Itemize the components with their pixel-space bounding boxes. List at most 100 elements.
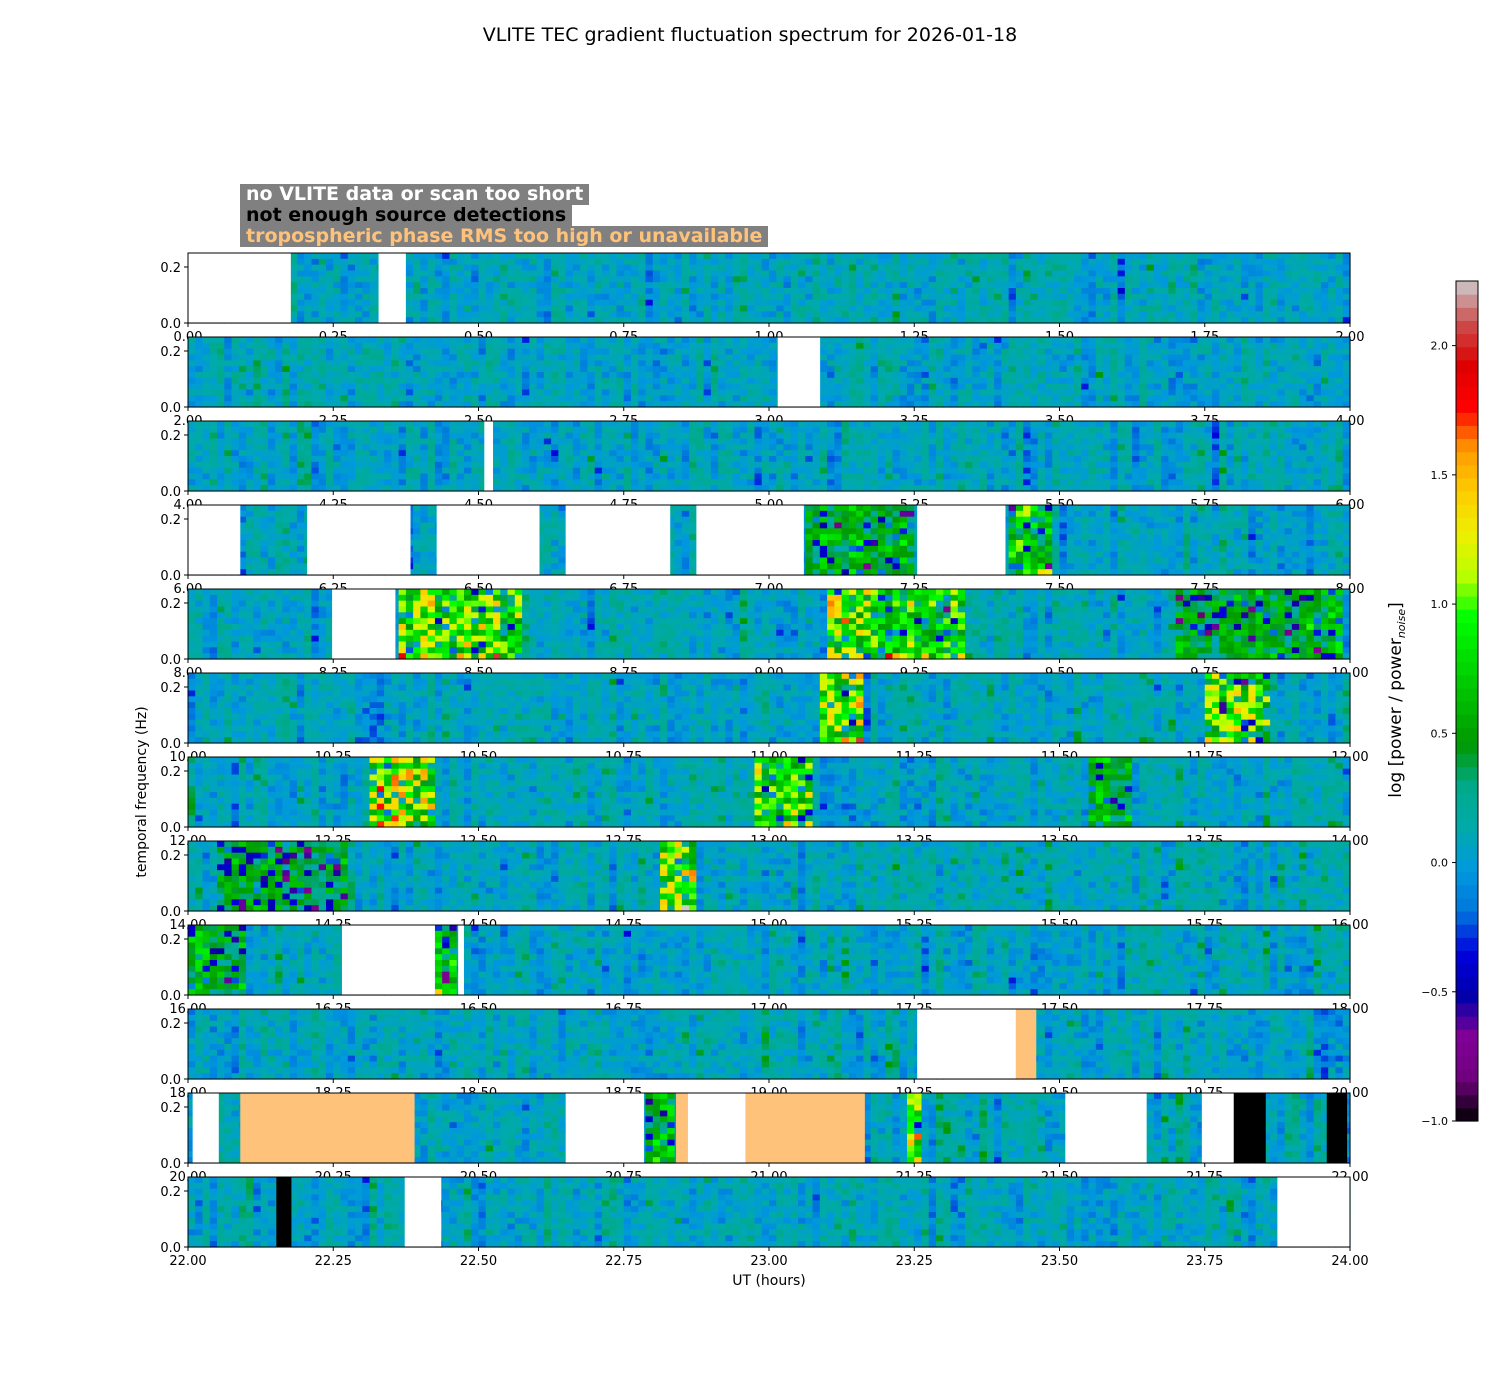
heatmap-cell (1197, 271, 1205, 277)
heatmap-cell (464, 343, 472, 349)
heatmap-cell (297, 288, 305, 294)
heatmap-cell (428, 395, 436, 401)
heatmap-cell (711, 311, 719, 317)
heatmap-cell (740, 282, 748, 288)
heatmap-cell (762, 349, 770, 355)
heatmap-cell (268, 349, 276, 355)
heatmap-cell (805, 253, 813, 259)
heatmap-cell (1067, 253, 1075, 259)
heatmap-cell (885, 282, 893, 288)
heatmap-cell (1335, 294, 1343, 300)
heatmap-cell (420, 390, 428, 396)
heatmap-cell (341, 271, 349, 277)
heatmap-cell (747, 265, 755, 271)
heatmap-cell (834, 276, 842, 282)
heatmap-cell (733, 355, 741, 361)
heatmap-cell (420, 253, 428, 259)
heatmap-cell (914, 282, 922, 288)
heatmap-cell (326, 343, 334, 349)
heatmap-cell (863, 253, 871, 259)
heatmap-cell (733, 349, 741, 355)
heatmap-cell (769, 384, 777, 390)
heatmap-cell (631, 355, 639, 361)
heatmap-cell (522, 372, 530, 378)
heatmap-cell (290, 288, 298, 294)
heatmap-cell (609, 294, 617, 300)
heatmap-cell (769, 271, 777, 277)
heatmap-cell (282, 337, 290, 343)
heatmap-cell (537, 282, 545, 288)
heatmap-cell (1060, 259, 1068, 265)
heatmap-cell (675, 349, 683, 355)
heatmap-cell (900, 282, 908, 288)
heatmap-cell (675, 384, 683, 390)
heatmap-cell (733, 265, 741, 271)
heatmap-cell (558, 288, 566, 294)
heatmap-cells (188, 337, 1351, 408)
heatmap-cell (725, 372, 733, 378)
heatmap-cell (849, 366, 857, 372)
heatmap-cell (304, 378, 312, 384)
heatmap-cell (1147, 253, 1155, 259)
heatmap-cell (776, 288, 784, 294)
heatmap-cell (1139, 259, 1147, 265)
heatmap-cell (464, 311, 472, 317)
heatmap-cell (449, 306, 457, 312)
heatmap-cell (820, 390, 828, 396)
heatmap-cell (573, 355, 581, 361)
heatmap-cell (602, 300, 610, 306)
heatmap-cell (733, 337, 741, 343)
heatmap-cell (232, 355, 240, 361)
heatmap-cell (754, 337, 762, 343)
heatmap-cell (907, 271, 915, 277)
heatmap-cell (442, 294, 450, 300)
heatmap-cell (479, 259, 487, 265)
heatmap-cell (813, 288, 821, 294)
heatmap-cell (718, 259, 726, 265)
heatmap-cell (1190, 306, 1198, 312)
heatmap-cell (566, 294, 574, 300)
heatmap-cell (754, 366, 762, 372)
heatmap-cell (544, 395, 552, 401)
heatmap-cell (232, 378, 240, 384)
heatmap-cell (1096, 300, 1104, 306)
heatmap-cell (311, 366, 319, 372)
heatmap-cell (784, 276, 792, 282)
heatmap-cell (587, 282, 595, 288)
heatmap-cell (1248, 288, 1256, 294)
heatmap-cell (638, 259, 646, 265)
heatmap-cell (420, 311, 428, 317)
heatmap-cell (311, 259, 319, 265)
heatmap-cell (711, 271, 719, 277)
heatmap-cell (1256, 300, 1264, 306)
heatmap-cell (704, 288, 712, 294)
heatmap-cell (195, 384, 203, 390)
heatmap-cell (1227, 288, 1235, 294)
heatmap-cell (769, 253, 777, 259)
heatmap-cell (667, 372, 675, 378)
heatmap-cell (885, 253, 893, 259)
heatmap-cell (696, 276, 704, 282)
heatmap-cell (994, 282, 1002, 288)
heatmap-cell (311, 337, 319, 343)
heatmap-cell (428, 372, 436, 378)
heatmap-cell (1328, 253, 1336, 259)
heatmap-cell (616, 276, 624, 282)
heatmap-cell (290, 360, 298, 366)
heatmap-cell (1256, 259, 1264, 265)
heatmap-cell (1125, 311, 1133, 317)
heatmap-cell (479, 276, 487, 282)
heatmap-cell (871, 306, 879, 312)
heatmap-cell (449, 343, 457, 349)
heatmap-cell (471, 349, 479, 355)
heatmap-cell (878, 265, 886, 271)
heatmap-cell (457, 306, 465, 312)
heatmap-cell (871, 282, 879, 288)
heatmap-cell (239, 366, 247, 372)
heatmap-cell (1118, 311, 1126, 317)
heatmap-cell (435, 395, 443, 401)
heatmap-cell (449, 372, 457, 378)
heatmap-cell (769, 311, 777, 317)
heatmap-cell (304, 271, 312, 277)
heatmap-cell (188, 349, 196, 355)
